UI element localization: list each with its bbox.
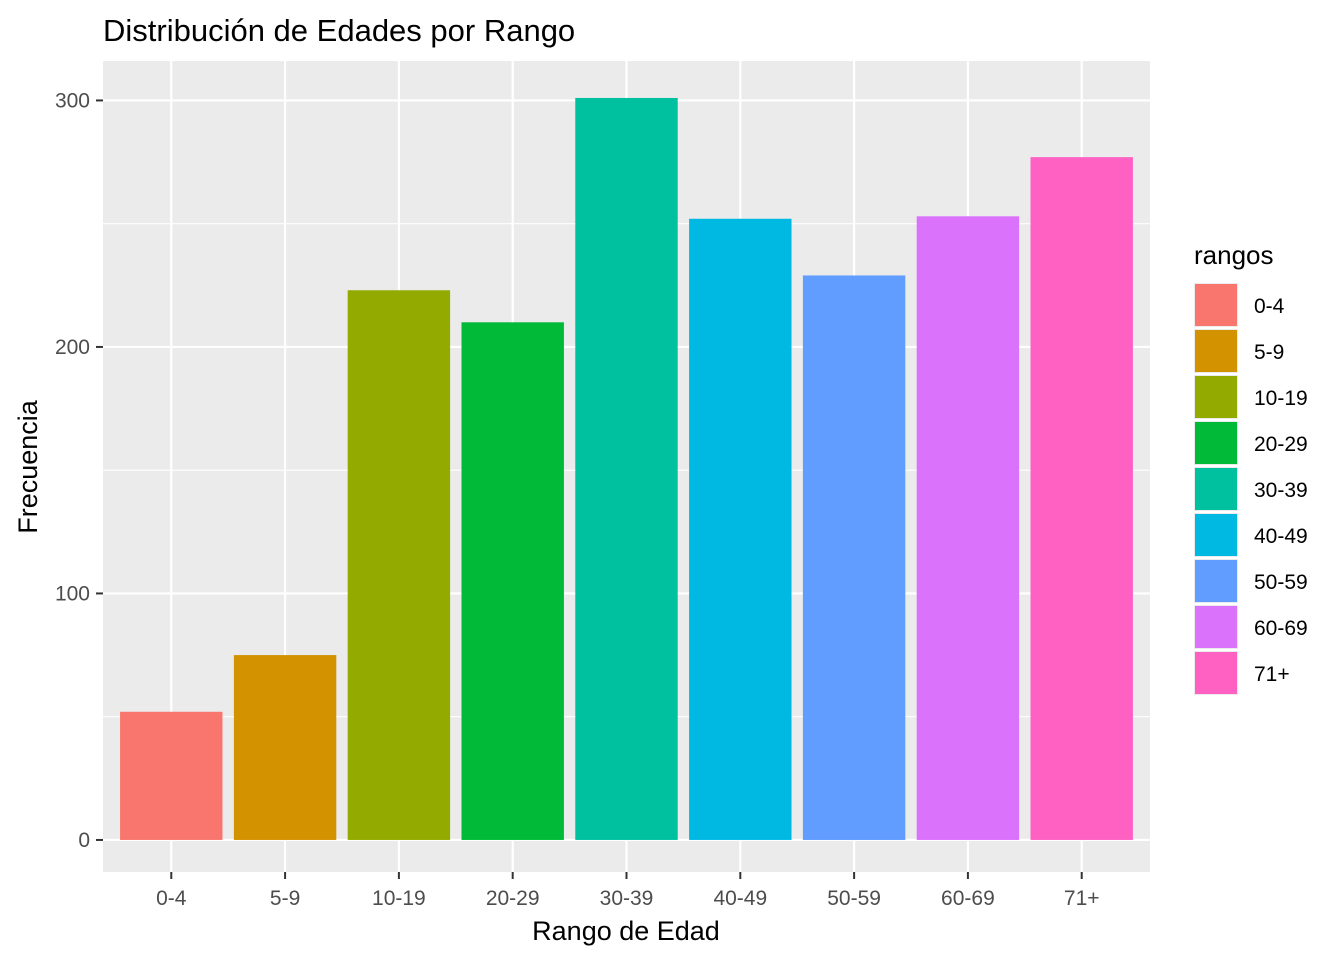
x-tick-label: 30-39 bbox=[600, 887, 654, 910]
chart-title: Distribución de Edades por Rango bbox=[103, 13, 575, 48]
y-tick-label: 100 bbox=[55, 582, 90, 605]
bar-60-69 bbox=[916, 216, 1020, 840]
x-axis-title: Rango de Edad bbox=[532, 916, 720, 946]
legend-label: 0-4 bbox=[1254, 295, 1285, 318]
bar-71+ bbox=[1030, 157, 1133, 840]
legend-label: 30-39 bbox=[1254, 479, 1308, 502]
x-tick-label: 71+ bbox=[1064, 887, 1100, 910]
x-tick-label: 60-69 bbox=[941, 887, 995, 910]
bar-40-49 bbox=[689, 218, 792, 840]
x-axis: 0-4 5-9 10-19 20-29 30-39 40-49 50-59 60-69 71+ bbox=[156, 872, 1100, 910]
legend-key-30-39 bbox=[1195, 468, 1237, 510]
x-tick-label: 10-19 bbox=[372, 887, 426, 910]
legend-title: rangos bbox=[1194, 240, 1274, 270]
legend-key-20-29 bbox=[1195, 422, 1237, 464]
bar-20-29 bbox=[461, 322, 564, 840]
legend-label: 10-19 bbox=[1254, 387, 1308, 410]
bar-10-19 bbox=[347, 290, 451, 840]
legend-key-50-59 bbox=[1195, 560, 1237, 602]
legend-key-40-49 bbox=[1195, 514, 1237, 556]
bar-30-39 bbox=[575, 97, 678, 840]
x-tick-label: 20-29 bbox=[486, 887, 540, 910]
bars bbox=[120, 97, 1133, 840]
y-axis: 0 100 200 300 bbox=[55, 89, 103, 852]
legend-key-71+ bbox=[1195, 652, 1237, 694]
legend-label: 50-59 bbox=[1254, 571, 1308, 594]
legend-key-0-4 bbox=[1195, 284, 1237, 326]
y-tick-label: 200 bbox=[55, 336, 90, 359]
bar-5-9 bbox=[233, 655, 337, 840]
legend-label: 20-29 bbox=[1254, 433, 1308, 456]
legend-label: 5-9 bbox=[1254, 341, 1284, 364]
legend-key-60-69 bbox=[1195, 606, 1237, 648]
legend-label: 71+ bbox=[1254, 663, 1290, 686]
legend-label: 60-69 bbox=[1254, 617, 1308, 640]
legend: rangos 0-4 5-9 10-19 20-29 30-39 40-49 50-59 60… bbox=[1194, 240, 1308, 695]
x-tick-label: 40-49 bbox=[713, 887, 767, 910]
legend-key-10-19 bbox=[1195, 376, 1237, 418]
legend-key-5-9 bbox=[1195, 330, 1237, 372]
x-tick-label: 50-59 bbox=[827, 887, 881, 910]
y-tick-label: 300 bbox=[55, 89, 90, 112]
x-tick-label: 5-9 bbox=[270, 887, 300, 910]
bar-0-4 bbox=[120, 711, 223, 840]
y-axis-title: Frecuencia bbox=[13, 399, 43, 534]
legend-label: 40-49 bbox=[1254, 525, 1308, 548]
bar-50-59 bbox=[802, 275, 906, 840]
y-tick-label: 0 bbox=[78, 829, 90, 852]
x-tick-label: 0-4 bbox=[156, 887, 187, 910]
